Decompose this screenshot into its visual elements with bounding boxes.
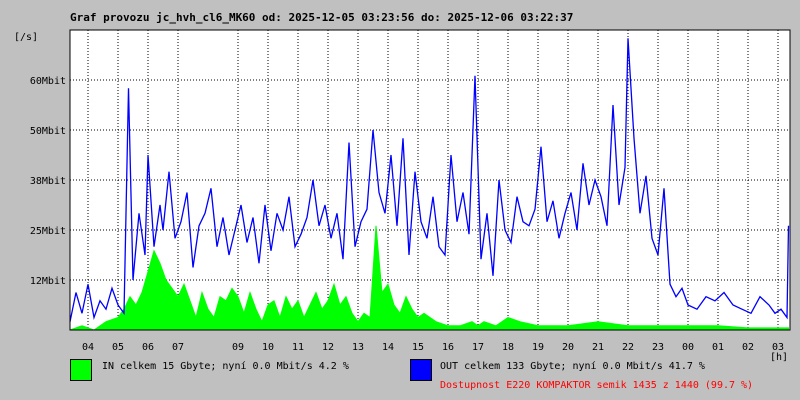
series-layer [69, 38, 790, 331]
x-tick-label: 10 [262, 342, 274, 353]
x-tick-label: 11 [292, 342, 304, 353]
x-tick-label: 22 [622, 342, 634, 353]
x-unit-label: [h] [770, 352, 788, 363]
plot-border [69, 29, 791, 331]
x-tick-label: 04 [82, 342, 94, 353]
x-tick-label: 01 [712, 342, 724, 353]
legend-out-label: OUT celkem 133 Gbyte; nyní 0.0 Mbit/s 41… [440, 361, 705, 372]
x-tick-label: 18 [502, 342, 514, 353]
legend-out-swatch [410, 359, 432, 381]
x-tick-label: 00 [682, 342, 694, 353]
x-tick-label: 03 [772, 342, 784, 353]
x-tick-label: 12 [322, 342, 334, 353]
x-tick-label: 13 [352, 342, 364, 353]
availability-text: Dostupnost E220 KOMPAKTOR semik 1435 z 1… [440, 380, 754, 391]
x-tick-label: 19 [532, 342, 544, 353]
x-tick-label: 06 [142, 342, 154, 353]
x-tick-label: 02 [742, 342, 754, 353]
x-tick-label: 09 [232, 342, 244, 353]
grid [70, 30, 790, 330]
x-tick-label: 17 [472, 342, 484, 353]
x-tick-label: 05 [112, 342, 124, 353]
x-tick-label: 07 [172, 342, 184, 353]
legend-in-swatch [70, 359, 92, 381]
y-tick-label: 25Mbit [30, 226, 66, 237]
x-tick-label: 23 [652, 342, 664, 353]
y-axis-label: [/s] [14, 32, 38, 43]
x-tick-label: 15 [412, 342, 424, 353]
x-tick-label: 16 [442, 342, 454, 353]
x-tick-label: 14 [382, 342, 394, 353]
y-tick-label: 50Mbit [30, 126, 66, 137]
y-tick-label: 12Mbit [30, 276, 66, 287]
y-tick-label: 38Mbit [30, 176, 66, 187]
x-tick-label: 21 [592, 342, 604, 353]
chart-title: Graf provozu jc_hvh_cl6_MK60 od: 2025-12… [70, 11, 574, 24]
y-tick-label: 60Mbit [30, 76, 66, 87]
series-out-line [69, 38, 790, 322]
legend-in-label: IN celkem 15 Gbyte; nyní 0.0 Mbit/s 4.2 … [102, 361, 349, 372]
axis-labels: 12Mbit 25Mbit 38Mbit 50Mbit 60Mbit 04 05 06 07 09… [14, 32, 788, 363]
x-tick-label: 20 [562, 342, 574, 353]
series-in-area [69, 225, 789, 331]
